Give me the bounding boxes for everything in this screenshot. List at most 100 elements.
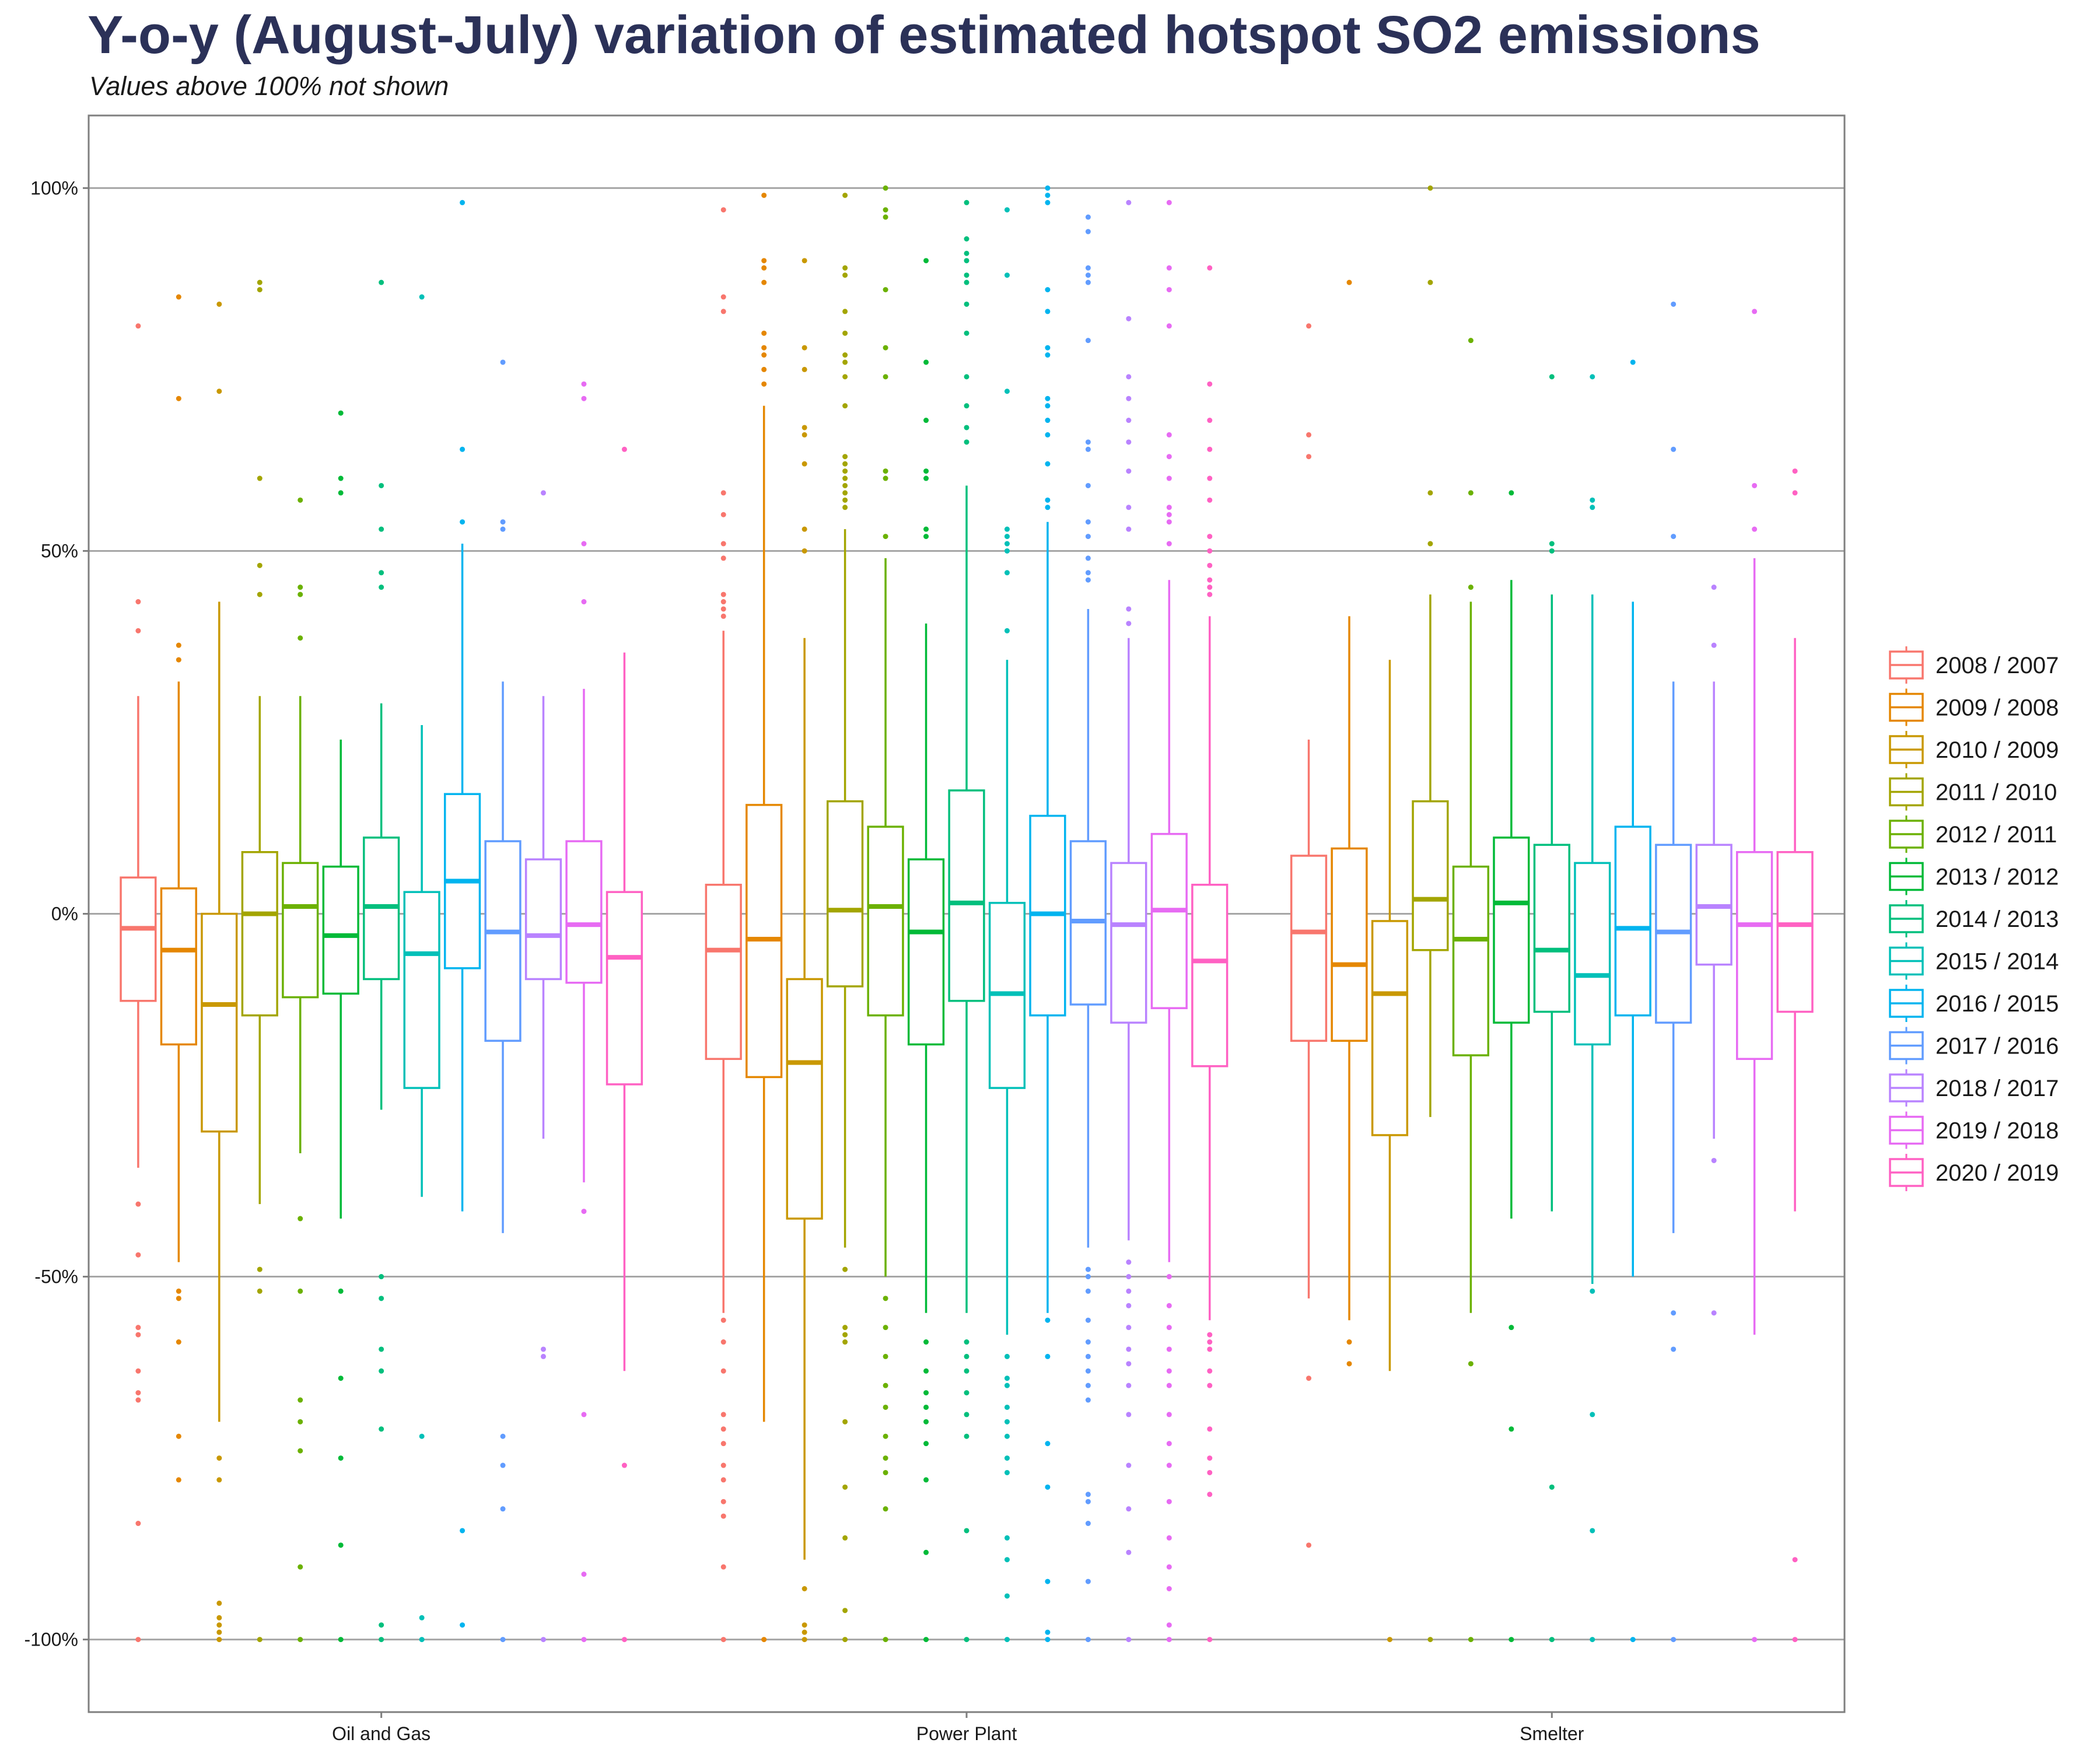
box (120, 876, 157, 1002)
outlier-point (923, 418, 929, 424)
outlier-point (1711, 1157, 1717, 1163)
outlier-point (581, 541, 587, 547)
outlier-point (1346, 1339, 1352, 1345)
outlier-point (1166, 1535, 1172, 1541)
outlier-point (720, 1317, 726, 1323)
outlier-point (1085, 555, 1091, 561)
outlier-point (338, 1637, 344, 1643)
outlier-point (216, 1629, 222, 1635)
outlier-point (338, 1542, 344, 1548)
box (1614, 825, 1651, 1017)
outlier-point (1085, 279, 1091, 285)
outlier-point (216, 1600, 222, 1606)
y-tick-label: 0% (51, 904, 78, 925)
outlier-point (176, 294, 181, 300)
outlier-point (541, 1353, 547, 1359)
outlier-point (419, 1433, 425, 1439)
outlier-point (1166, 1622, 1172, 1628)
outlier-point (802, 345, 807, 351)
outlier-point (964, 1339, 970, 1345)
outlier-point (460, 1622, 466, 1628)
outlier-point (1468, 490, 1474, 496)
outlier-point (1126, 1274, 1132, 1280)
outlier-point (460, 200, 466, 205)
outlier-point (257, 1288, 262, 1294)
outlier-point (842, 1266, 848, 1272)
outlier-point (379, 279, 384, 285)
outlier-point (1166, 1346, 1172, 1352)
outlier-point (338, 475, 344, 481)
outlier-point (379, 1622, 384, 1628)
box (1412, 800, 1449, 951)
outlier-point (1085, 229, 1091, 235)
outlier-point (1004, 1535, 1010, 1541)
boxplot (363, 279, 400, 1643)
outlier-point (1166, 1274, 1172, 1280)
outlier-point (802, 526, 807, 532)
outlier-point (1590, 1288, 1595, 1294)
outlier-point (842, 497, 848, 503)
outlier-point (1166, 1586, 1172, 1592)
outlier-point (1045, 1441, 1051, 1447)
outlier-point (1004, 1376, 1010, 1381)
outlier-point (923, 1549, 929, 1555)
outlier-point (1166, 432, 1172, 438)
box (867, 825, 904, 1017)
outlier-point (1085, 534, 1091, 540)
outlier-point (581, 1637, 587, 1643)
outlier-point (1004, 1455, 1010, 1461)
outlier-point (379, 482, 384, 488)
outlier-point (257, 1637, 262, 1643)
outlier-point (964, 258, 970, 264)
x-tick-label: Oil and Gas (332, 1723, 430, 1744)
outlier-point (1207, 592, 1213, 597)
outlier-point (1427, 185, 1433, 191)
box (241, 851, 278, 1017)
box (1736, 851, 1773, 1060)
legend-item: 2019 / 2018 (1889, 1111, 2059, 1149)
outlier-point (842, 1484, 848, 1490)
outlier-point (135, 628, 141, 634)
outlier-point (1085, 570, 1091, 576)
boxplot (826, 192, 864, 1643)
outlier-point (842, 1419, 848, 1424)
outlier-point (720, 207, 726, 213)
outlier-point (883, 374, 888, 380)
outlier-point (1549, 541, 1555, 547)
outlier-point (1004, 628, 1010, 634)
legend-label: 2014 / 2013 (1936, 907, 2059, 932)
x-tick-label: Power Plant (916, 1723, 1017, 1744)
outlier-point (720, 541, 726, 547)
outlier-point (541, 490, 547, 496)
outlier-point (761, 258, 767, 264)
outlier-point (1045, 309, 1051, 314)
outlier-point (964, 1412, 970, 1418)
box (907, 858, 945, 1046)
outlier-point (1549, 374, 1555, 380)
outlier-point (923, 1339, 929, 1345)
outlier-point (1004, 1469, 1010, 1475)
outlier-point (964, 439, 970, 445)
boxplot (322, 410, 359, 1643)
boxplot (948, 200, 985, 1643)
outlier-point (1085, 439, 1091, 445)
boxplot (565, 381, 603, 1643)
outlier-point (1166, 200, 1172, 205)
outlier-point (1004, 1557, 1010, 1563)
outlier-point (1045, 185, 1051, 191)
chart-subtitle: Values above 100% not shown (89, 71, 449, 101)
outlier-point (135, 1397, 141, 1403)
legend-item: 2016 / 2015 (1889, 985, 2059, 1022)
outlier-point (1004, 541, 1010, 547)
box (1452, 865, 1490, 1056)
outlier-point (1468, 584, 1474, 590)
outlier-point (176, 1296, 181, 1301)
outlier-point (338, 1376, 344, 1381)
outlier-point (1126, 1288, 1132, 1294)
box (484, 840, 522, 1042)
outlier-point (1207, 548, 1213, 554)
outlier-point (1346, 279, 1352, 285)
boxplot (1493, 490, 1530, 1643)
outlier-point (1207, 1339, 1213, 1345)
outlier-point (216, 1477, 222, 1483)
